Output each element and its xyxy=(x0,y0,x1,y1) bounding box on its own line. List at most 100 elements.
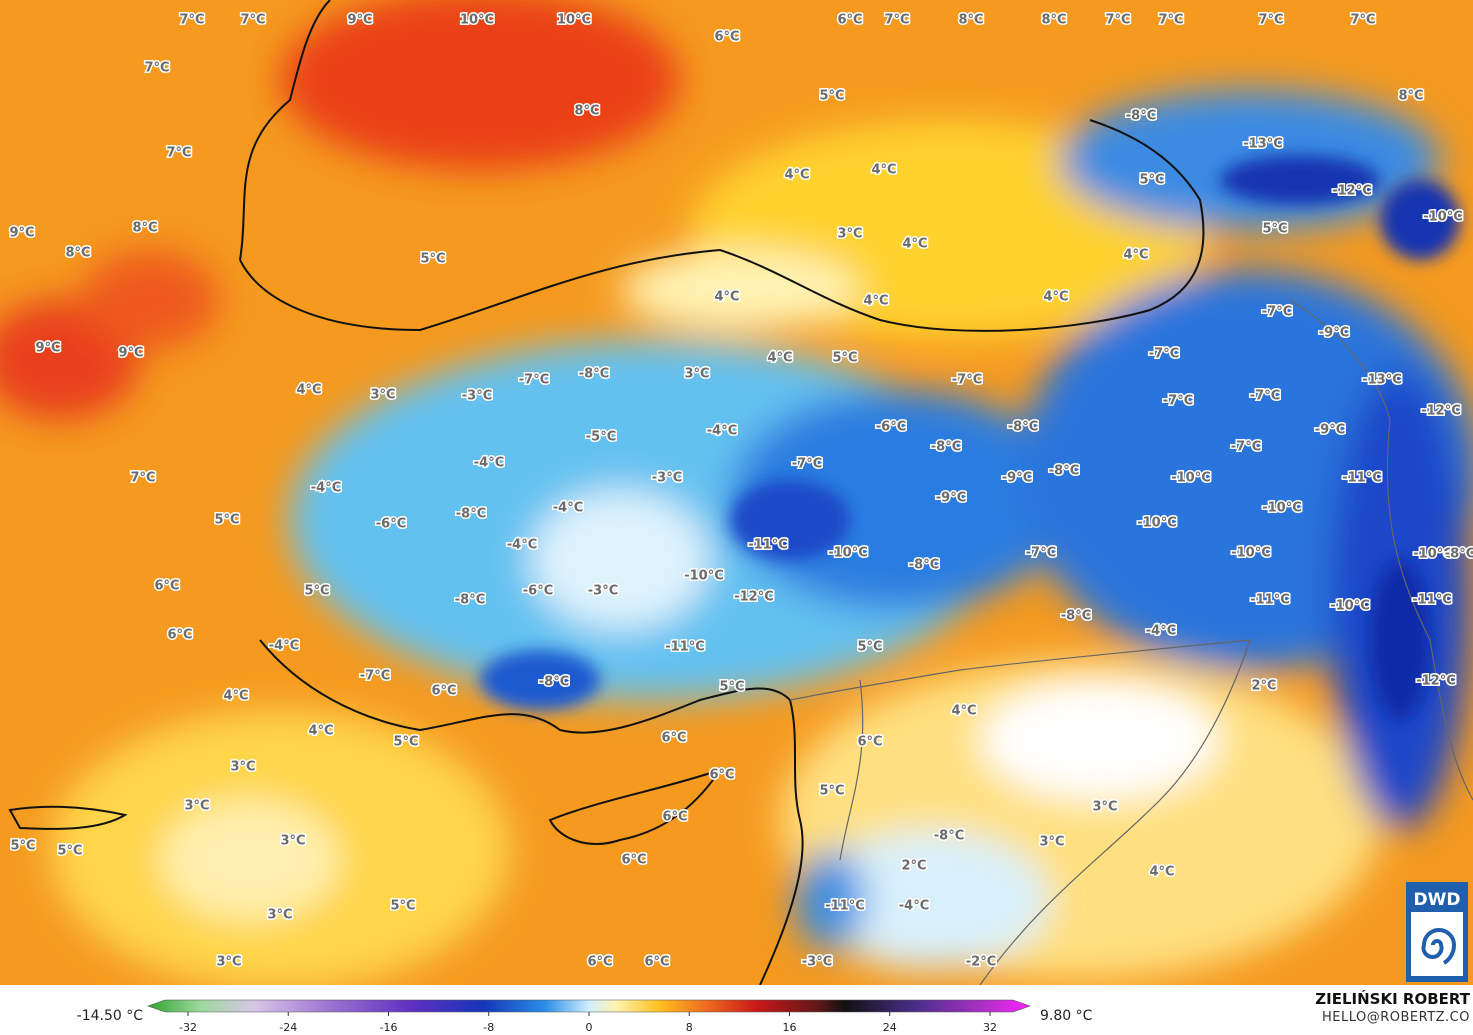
temperature-label: -9°C xyxy=(936,491,966,506)
temperature-label: 2°C xyxy=(901,859,926,874)
temperature-label: -8°C xyxy=(934,829,964,844)
border xyxy=(789,639,1251,985)
temperature-label: 7°C xyxy=(1158,13,1183,28)
temperature-label: -10°C xyxy=(1137,516,1177,531)
temperature-label: 3°C xyxy=(1092,800,1117,815)
temperature-label: 8°C xyxy=(1041,13,1066,28)
temperature-label: 7°C xyxy=(1105,13,1130,28)
temperature-label: -10°C xyxy=(1423,210,1463,225)
temperature-label: -11°C xyxy=(748,538,788,553)
logo-text: DWD xyxy=(1414,890,1461,910)
temperature-label: 8°C xyxy=(958,13,983,28)
temperature-label: 6°C xyxy=(621,853,646,868)
colorbar-tick-label: -8 xyxy=(483,1021,494,1034)
temperature-label: 7°C xyxy=(179,13,204,28)
temperature-label: -6°C xyxy=(876,420,906,435)
temperature-label: 9°C xyxy=(347,13,372,28)
temperature-label: 4°C xyxy=(863,294,888,309)
temperature-label: 7°C xyxy=(240,13,265,28)
colorbar-tick-label: -16 xyxy=(380,1021,398,1034)
temperature-label: 8°C xyxy=(132,221,157,236)
temperature-label: -7°C xyxy=(519,373,549,388)
temperature-label: -7°C xyxy=(1262,305,1292,320)
temperature-label: -4°C xyxy=(269,639,299,654)
temperature-label: -11°C xyxy=(1250,593,1290,608)
temperature-label: 5°C xyxy=(832,351,857,366)
temperature-label: -10°C xyxy=(1231,546,1271,561)
temperature-label: 7°C xyxy=(130,471,155,486)
temperature-label: 8°C xyxy=(65,246,90,261)
temperature-label: 3°C xyxy=(184,799,209,814)
temperature-label: -7°C xyxy=(1163,394,1193,409)
temperature-label: -13°C xyxy=(1362,373,1402,388)
temperature-label: -12°C xyxy=(1332,184,1372,199)
temperature-label: -8°C xyxy=(579,367,609,382)
colorbar-tick-label: 16 xyxy=(783,1021,797,1034)
temperature-label: 5°C xyxy=(719,680,744,695)
temperature-label: 5°C xyxy=(819,784,844,799)
temperature-label: -4°C xyxy=(311,481,341,496)
temperature-label: -10°C xyxy=(1330,599,1370,614)
temperature-label: 6°C xyxy=(662,810,687,825)
temperature-label: -8°C xyxy=(539,675,569,690)
temperature-label: 3°C xyxy=(684,367,709,382)
temperature-label: -11°C xyxy=(825,899,865,914)
temperature-label: 6°C xyxy=(587,955,612,970)
coastline xyxy=(239,119,1205,332)
temperature-label: 7°C xyxy=(166,146,191,161)
temperature-label: 8°C xyxy=(574,104,599,119)
temperature-label: -10°C xyxy=(1413,547,1453,562)
temperature-label: 5°C xyxy=(819,89,844,104)
temperature-label: -9°C xyxy=(1315,423,1345,438)
temperature-label: -3°C xyxy=(462,389,492,404)
temperature-label: -12°C xyxy=(1416,674,1456,689)
temperature-label: 3°C xyxy=(280,834,305,849)
temperature-label: -8°C xyxy=(456,507,486,522)
colorbar xyxy=(147,999,1031,1013)
temperature-label: -8°C xyxy=(1445,547,1473,562)
temperature-label: -2°C xyxy=(966,955,996,970)
temperature-label: -10°C xyxy=(684,569,724,584)
coastline xyxy=(259,639,804,985)
logo-swirl xyxy=(1421,928,1457,965)
colorbar-tick-label: -32 xyxy=(179,1021,197,1034)
temperature-label: -4°C xyxy=(553,501,583,516)
temperature-label: 4°C xyxy=(223,689,248,704)
temperature-label: 3°C xyxy=(837,227,862,242)
colorbar-tick-label: -24 xyxy=(279,1021,297,1034)
map-background xyxy=(0,0,1473,985)
temperature-label: -4°C xyxy=(899,899,929,914)
temperature-label: 4°C xyxy=(308,724,333,739)
temperature-label: 7°C xyxy=(144,61,169,76)
temperature-label: -7°C xyxy=(1250,389,1280,404)
temperature-label: 3°C xyxy=(1039,835,1064,850)
dwd-logo: DWD xyxy=(1406,882,1468,982)
temperature-label: -4°C xyxy=(1146,624,1176,639)
temperature-label: 10°C xyxy=(557,13,591,28)
temperature-label: -7°C xyxy=(360,669,390,684)
temperature-label: -7°C xyxy=(952,373,982,388)
temperature-label: 5°C xyxy=(304,584,329,599)
legend-min: -14.50 °C xyxy=(77,1008,144,1024)
temperature-label: 6°C xyxy=(857,735,882,750)
temperature-label: -3°C xyxy=(802,955,832,970)
temperature-label: 4°C xyxy=(951,704,976,719)
temperature-label: 5°C xyxy=(214,513,239,528)
temperature-label: 5°C xyxy=(1262,222,1287,237)
temperature-label: 4°C xyxy=(1043,290,1068,305)
temperature-label: 9°C xyxy=(35,341,60,356)
temperature-label: 4°C xyxy=(902,237,927,252)
temperature-label: 9°C xyxy=(118,346,143,361)
temperature-label: 6°C xyxy=(431,684,456,699)
colorbar-tick-label: 24 xyxy=(883,1021,897,1034)
temperature-label: -8°C xyxy=(1008,420,1038,435)
coastline xyxy=(239,0,331,261)
temperature-label: -9°C xyxy=(1002,471,1032,486)
temperature-label: 7°C xyxy=(1258,13,1283,28)
temperature-label: -3°C xyxy=(588,584,618,599)
temperature-label: 5°C xyxy=(393,735,418,750)
temperature-label: -8°C xyxy=(1049,464,1079,479)
temperature-label: -4°C xyxy=(707,424,737,439)
temperature-label: 5°C xyxy=(390,899,415,914)
